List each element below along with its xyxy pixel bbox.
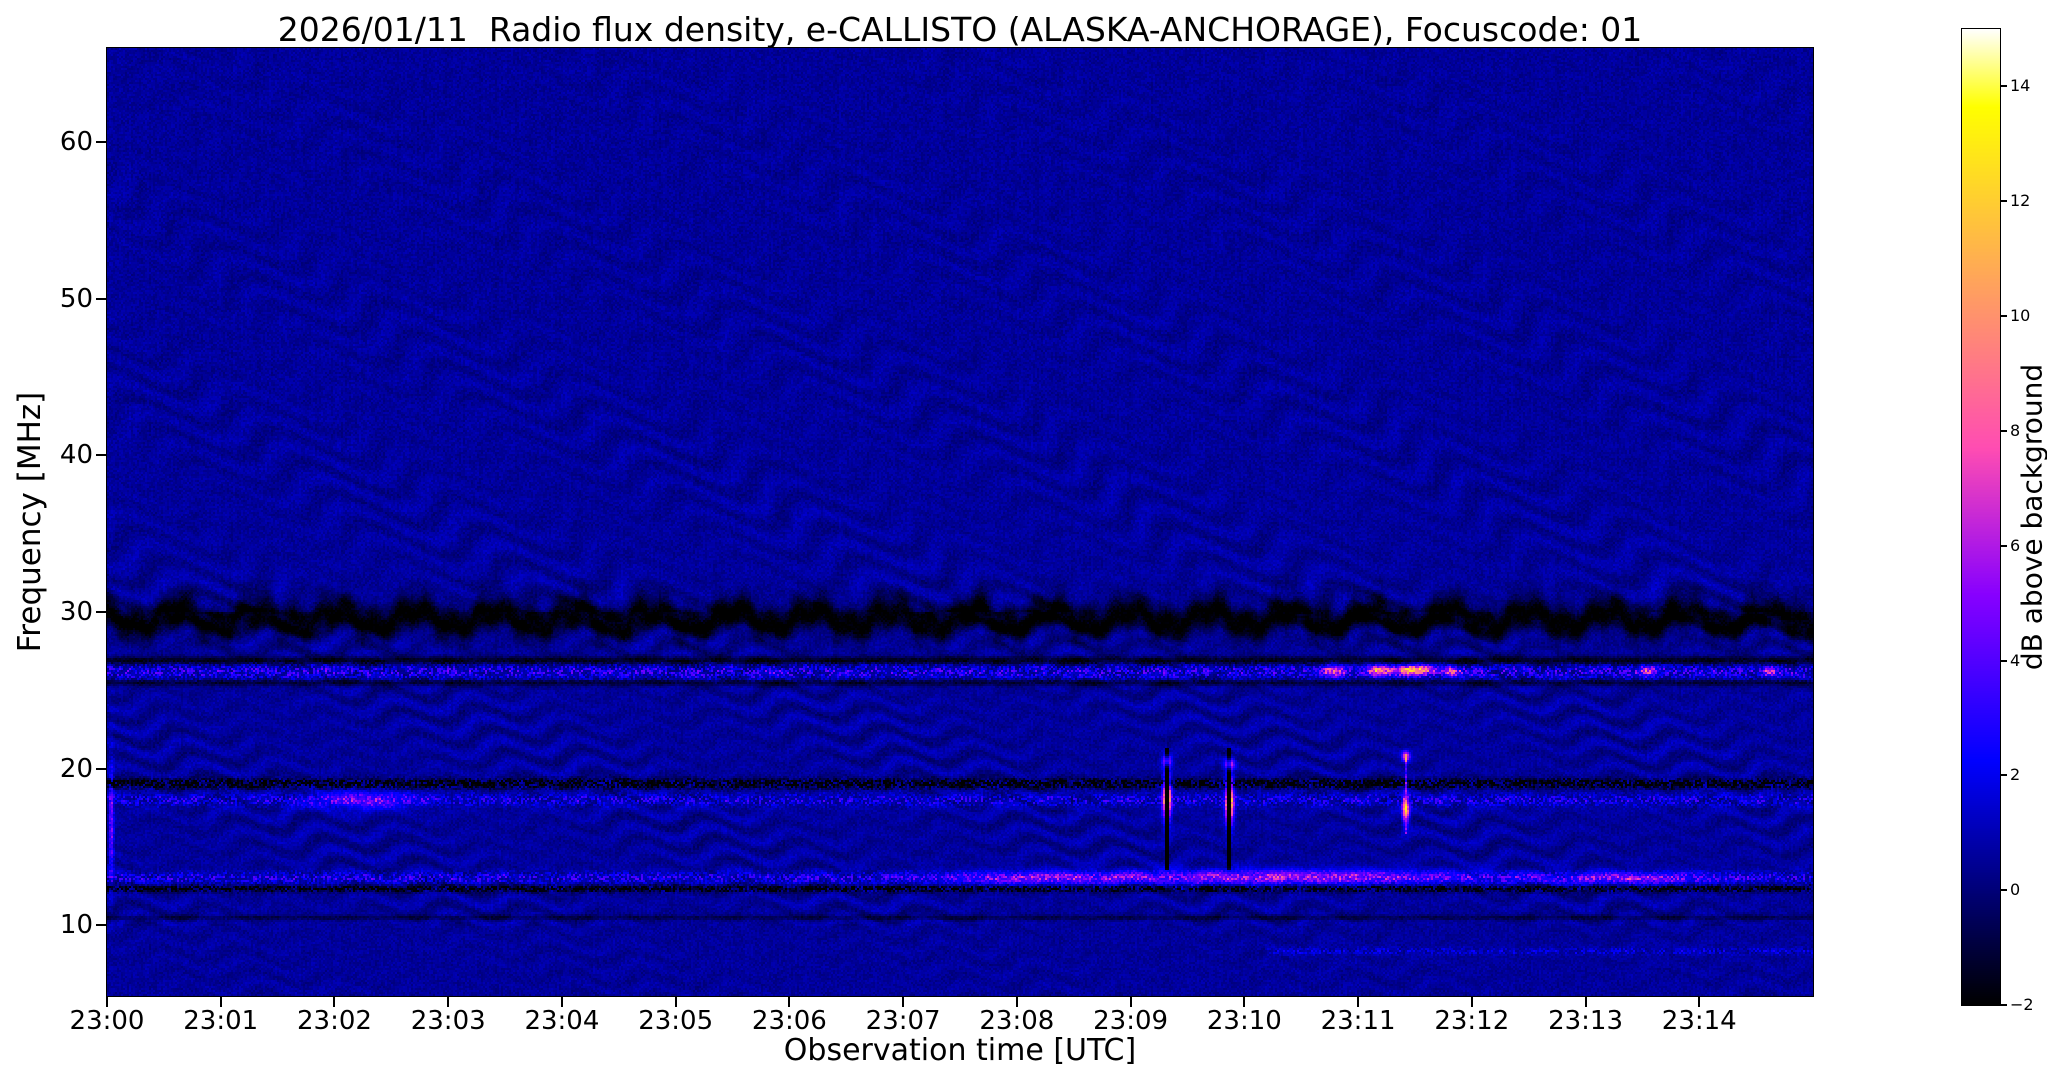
- x-tick-label: 23:05: [638, 1006, 714, 1036]
- colorbar-tick-mark: [2000, 774, 2007, 777]
- x-tick-label: 23:13: [1548, 1006, 1623, 1036]
- spectrogram-heatmap: [107, 48, 1813, 996]
- x-tick-mark: [674, 997, 677, 1007]
- x-tick-mark: [1698, 997, 1701, 1007]
- x-axis-label: Observation time [UTC]: [783, 1033, 1137, 1067]
- x-tick-mark: [1015, 997, 1018, 1007]
- x-tick-mark: [902, 997, 905, 1007]
- y-tick-label: 40: [59, 440, 93, 471]
- colorbar-tick-mark: [2000, 315, 2007, 318]
- colorbar-tick-mark: [2000, 85, 2007, 88]
- x-tick-label: 23:02: [296, 1006, 372, 1036]
- chart-title: 2026/01/11 Radio flux density, e-CALLIST…: [277, 10, 1643, 49]
- x-tick-label: 23:12: [1434, 1006, 1510, 1036]
- x-tick-label: 23:01: [183, 1006, 259, 1036]
- x-tick-mark: [106, 997, 108, 1007]
- x-tick-label: 23:11: [1320, 1006, 1396, 1036]
- x-tick-label: 23:10: [1206, 1006, 1282, 1036]
- x-tick-label: 23:08: [979, 1006, 1055, 1036]
- colorbar-tick-label: 8: [2010, 420, 2021, 440]
- x-tick-label: 23:06: [751, 1006, 827, 1036]
- colorbar-tick-mark: [2000, 429, 2007, 432]
- y-tick-label: 20: [59, 753, 93, 784]
- x-tick-mark: [788, 997, 791, 1007]
- y-tick-label: 30: [59, 597, 93, 628]
- x-tick-mark: [1584, 997, 1587, 1007]
- x-tick-mark: [1129, 997, 1132, 1007]
- colorbar-tick-label: 6: [2010, 535, 2021, 555]
- y-tick-mark: [96, 141, 106, 144]
- colorbar-tick-label: 10: [2010, 306, 2031, 326]
- y-tick-mark: [96, 297, 106, 300]
- y-tick-mark: [96, 454, 106, 457]
- x-tick-mark: [447, 997, 450, 1007]
- y-tick-mark: [96, 767, 106, 770]
- colorbar-tick-mark: [2000, 544, 2007, 547]
- y-tick-label: 60: [59, 127, 93, 158]
- y-tick-mark: [96, 611, 106, 614]
- x-tick-label: 23:00: [69, 1006, 145, 1036]
- x-tick-mark: [333, 997, 336, 1007]
- x-tick-mark: [1470, 997, 1473, 1007]
- colorbar-tick-label: 4: [2010, 650, 2021, 670]
- x-tick-mark: [1243, 997, 1246, 1007]
- x-tick-mark: [219, 997, 222, 1007]
- colorbar-tick-label: 0: [2010, 880, 2021, 900]
- colorbar-gradient: [1962, 29, 2000, 1005]
- x-tick-mark: [1357, 997, 1360, 1007]
- x-tick-label: 23:03: [410, 1006, 486, 1036]
- colorbar-tick-label: −2: [2010, 995, 2034, 1014]
- colorbar-tick-label: 14: [2010, 76, 2031, 96]
- y-tick-mark: [96, 924, 106, 927]
- colorbar-tick-mark: [2000, 200, 2007, 203]
- x-tick-label: 23:09: [1093, 1006, 1169, 1036]
- x-tick-label: 23:14: [1661, 1006, 1737, 1036]
- x-tick-label: 23:07: [865, 1006, 941, 1036]
- y-tick-label: 10: [59, 910, 93, 941]
- x-tick-mark: [560, 997, 563, 1007]
- colorbar-tick-mark: [2000, 889, 2007, 892]
- colorbar-tick-mark: [2000, 659, 2007, 662]
- x-tick-label: 23:04: [524, 1006, 600, 1036]
- colorbar-label: dB above background: [2015, 363, 2047, 671]
- y-tick-label: 50: [59, 283, 93, 314]
- colorbar-tick-label: 12: [2010, 191, 2031, 211]
- colorbar-tick-label: 2: [2010, 765, 2021, 785]
- colorbar-tick-mark: [2000, 1004, 2007, 1006]
